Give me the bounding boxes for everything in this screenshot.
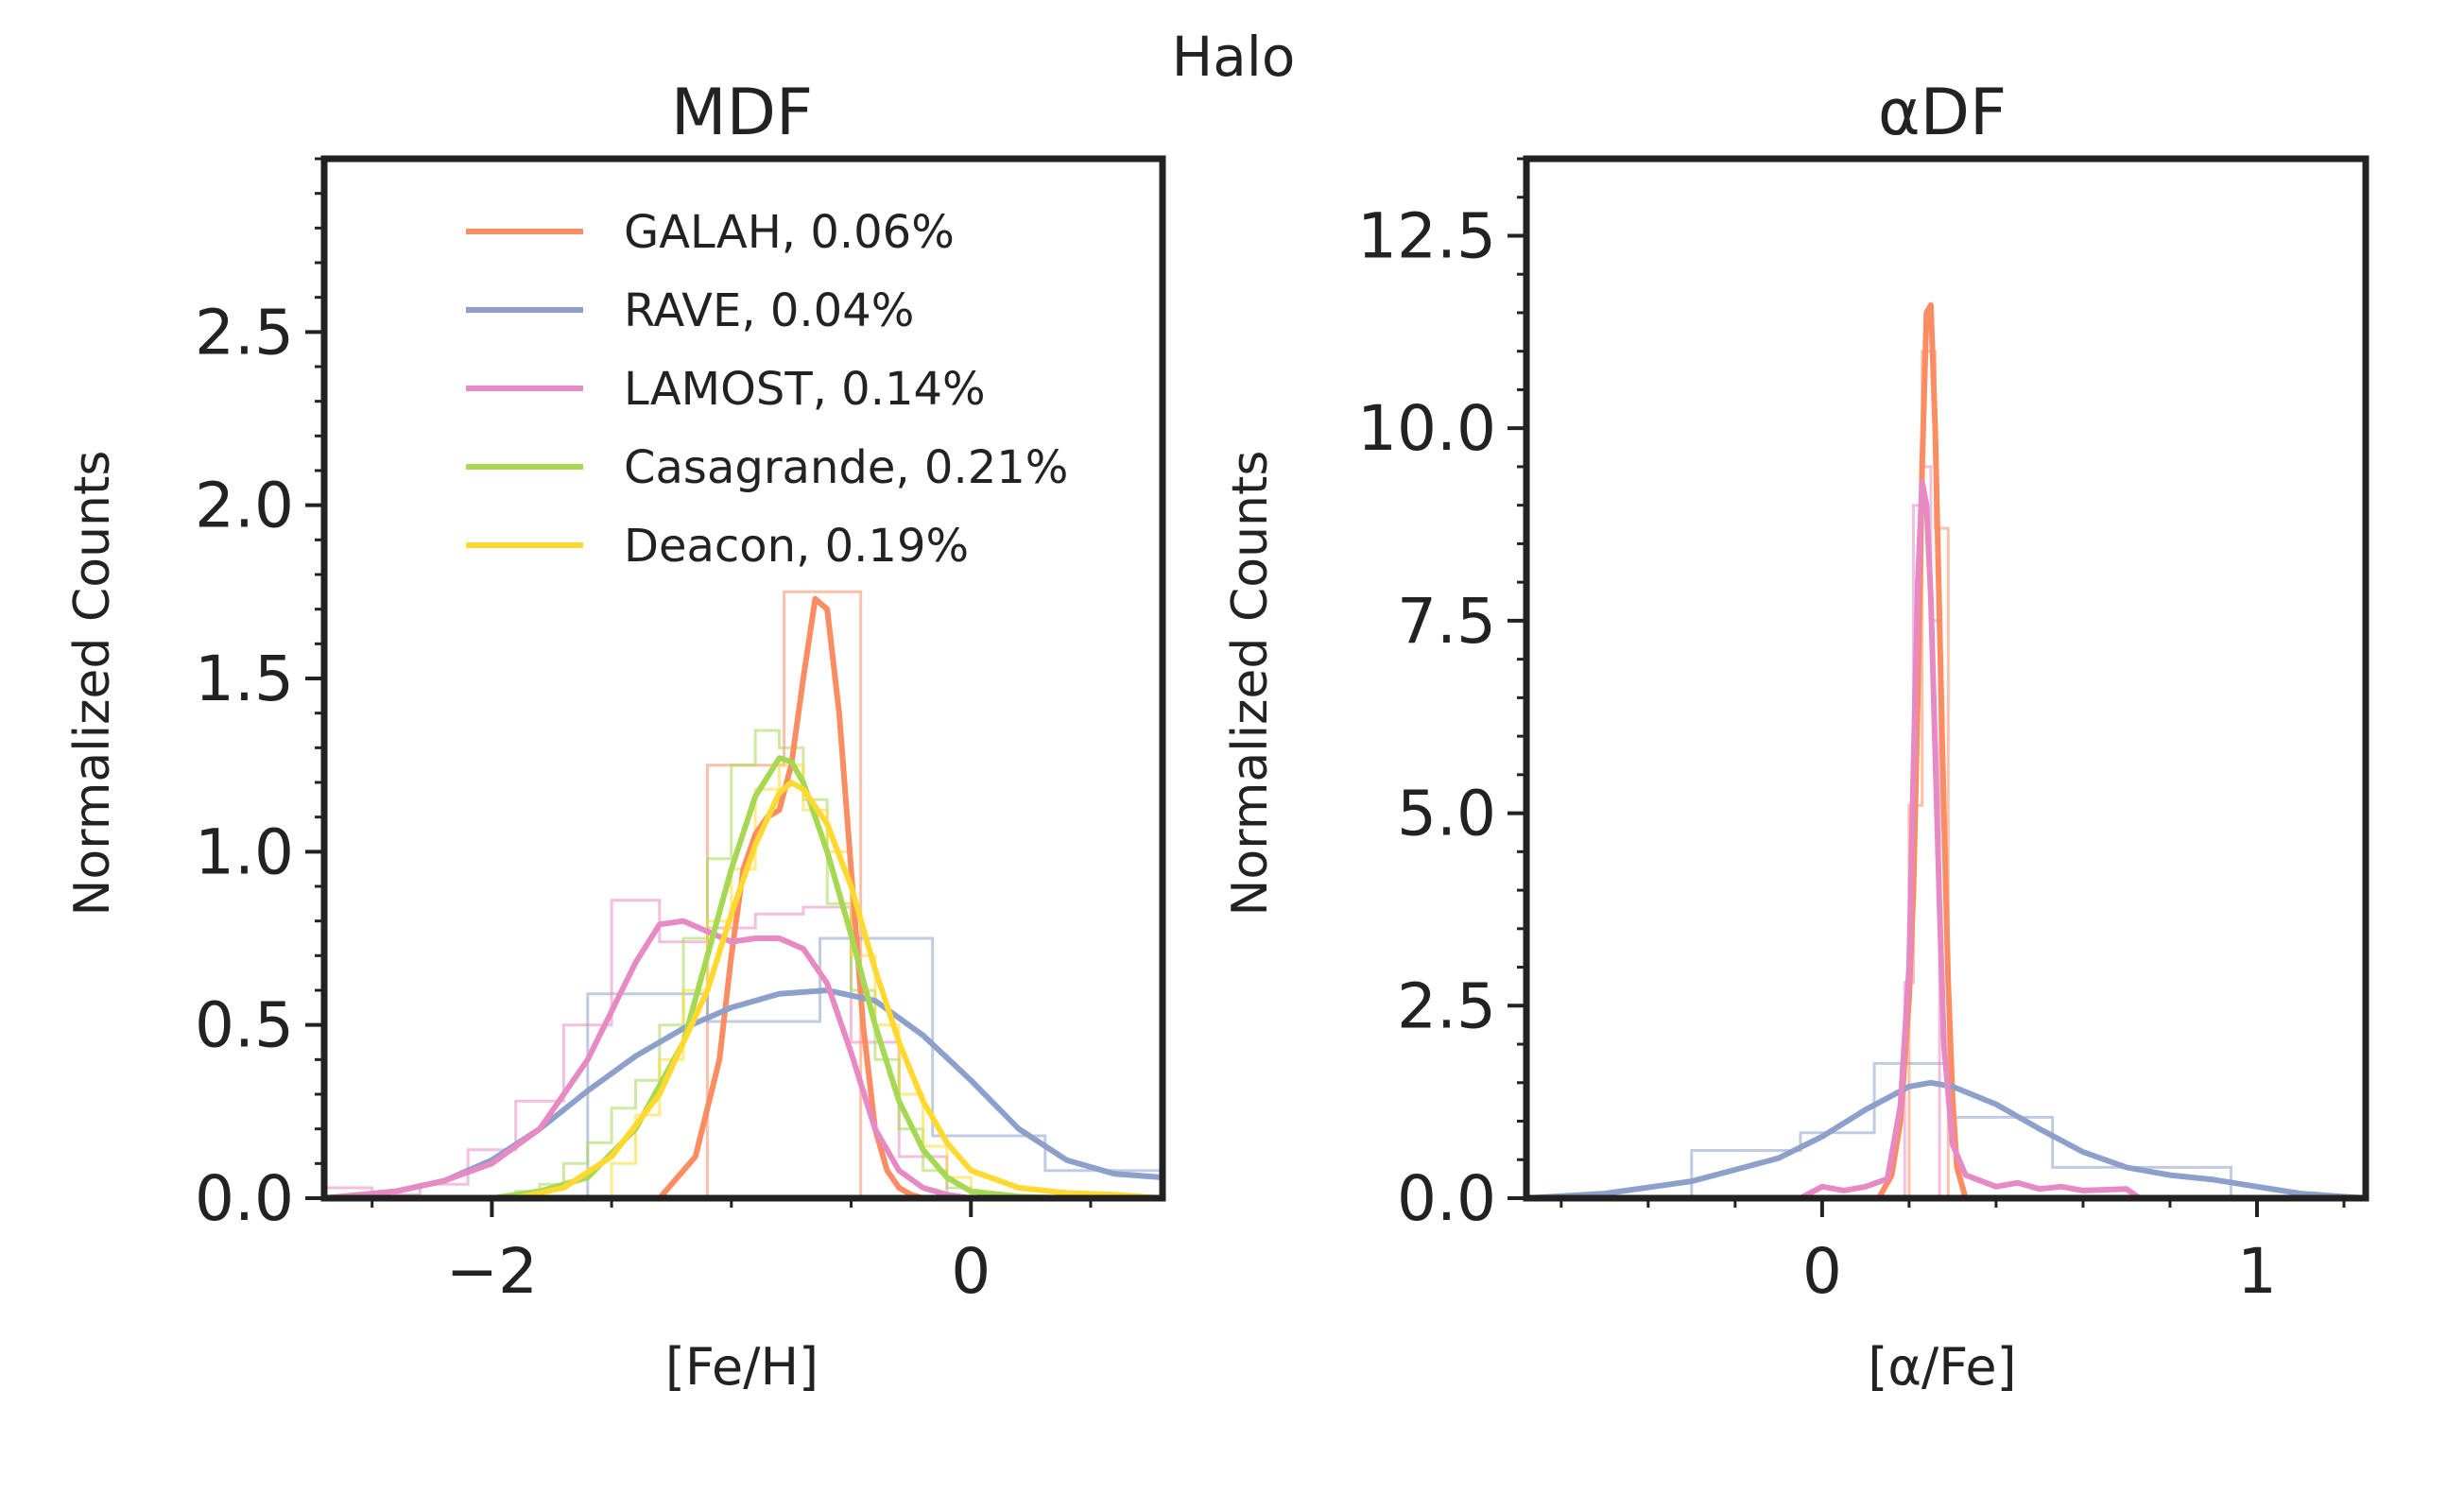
suptitle: Halo — [1172, 25, 1296, 89]
mdf-y-tick-label: 1.5 — [195, 643, 294, 715]
mdf-y-axis-label: Normalized Counts — [64, 451, 121, 917]
mdf-y-tick-label: 0.5 — [195, 989, 294, 1062]
mdf-kde-curves — [321, 595, 1165, 1201]
legend-label-galah: GALAH, 0.06% — [624, 206, 955, 259]
mdf-kde-deacon — [512, 780, 1165, 1201]
mdf-legend: GALAH, 0.06% RAVE, 0.04% LAMOST, 0.14% Casa… — [466, 206, 1068, 573]
adf-y-tick-label: 10.0 — [1357, 392, 1496, 465]
mdf-x-tick-label: −2 — [446, 1235, 538, 1308]
adf-y-ticks: 0.0 2.5 5.0 7.5 10.0 12.5 — [1357, 157, 1526, 1235]
adf-title: αDF — [1878, 76, 2007, 150]
adf-x-tick-label: 0 — [1802, 1235, 1842, 1308]
adf-y-tick-label: 0.0 — [1397, 1162, 1496, 1235]
mdf-axes-frame — [320, 155, 1166, 1202]
mdf-y-tick-label: 0.0 — [195, 1162, 294, 1235]
adf-panel: 0 1 0.0 2.5 5.0 7.5 10.0 12.5 αDF [α/Fe] Norma… — [1222, 76, 2369, 1397]
legend-label-casagrande: Casagrande, 0.21% — [624, 441, 1068, 494]
adf-y-axis-label: Normalized Counts — [1222, 451, 1279, 917]
legend-label-lamost: LAMOST, 0.14% — [624, 363, 986, 416]
adf-y-tick-label: 12.5 — [1357, 199, 1496, 272]
legend-label-rave: RAVE, 0.04% — [624, 284, 914, 337]
adf-kde-rave — [1524, 1079, 2369, 1201]
mdf-y-tick-label: 2.5 — [195, 296, 294, 369]
mdf-title: MDF — [671, 76, 813, 150]
mdf-y-tick-label: 1.0 — [195, 815, 294, 888]
mdf-hist-rave — [586, 936, 1164, 1198]
adf-axes-frame — [1523, 155, 2369, 1202]
mdf-panel: −2 0 0.0 0.5 1.0 1.5 2.0 2.5 MDF [Fe/H] Normal… — [64, 76, 1166, 1397]
mdf-y-ticks: 0.0 0.5 1.0 1.5 2.0 2.5 — [195, 157, 324, 1235]
legend-label-deacon: Deacon, 0.19% — [624, 520, 969, 573]
mdf-x-axis-label: [Fe/H] — [665, 1337, 818, 1397]
mdf-x-tick-label: 0 — [951, 1235, 991, 1308]
adf-y-tick-label: 5.0 — [1397, 778, 1496, 850]
adf-y-tick-label: 2.5 — [1397, 970, 1496, 1042]
adf-hist-rave — [1690, 1061, 2232, 1198]
adf-y-tick-label: 7.5 — [1397, 585, 1496, 658]
mdf-kde-lamost — [321, 918, 1070, 1201]
mdf-x-ticks: −2 0 — [370, 1198, 1093, 1308]
adf-x-axis-label: [α/Fe] — [1868, 1337, 2016, 1397]
adf-kde-lamost — [1797, 479, 2143, 1201]
adf-x-tick-label: 1 — [2237, 1235, 2277, 1308]
adf-kde-curves — [1524, 301, 2369, 1201]
mdf-y-tick-label: 2.0 — [195, 470, 294, 542]
